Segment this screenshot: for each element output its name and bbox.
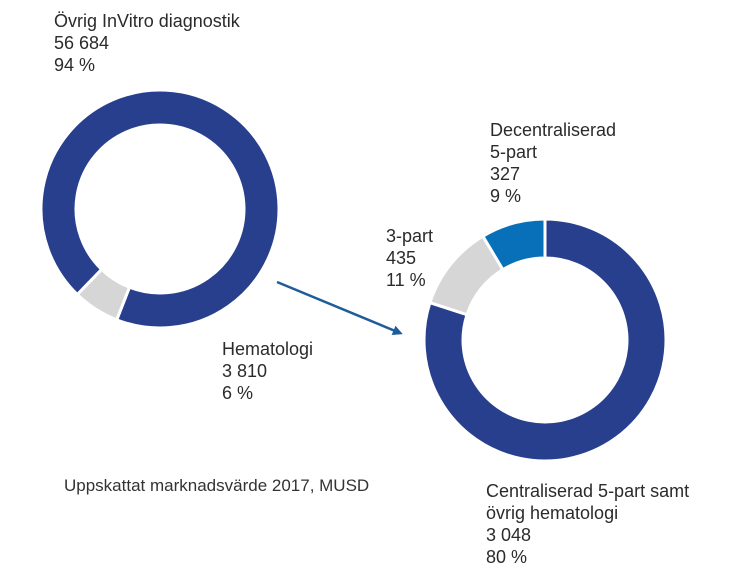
slice-value: 56 684: [54, 33, 110, 53]
donut-chart-total-market: [39, 88, 281, 330]
chart-caption: Uppskattat marknadsvärde 2017, MUSD: [64, 476, 370, 495]
slice-value: 327: [490, 164, 521, 184]
label-decentraliserad: Decentraliserad 5-part 327 9 %: [490, 119, 616, 207]
slice-value: 3 810: [222, 361, 268, 381]
label-ovrig-invitro: Övrig InVitro diagnostik 56 684 94 %: [54, 10, 240, 76]
donut-chart-hematology: [422, 217, 668, 463]
slice-label-line2: 5-part: [490, 142, 538, 162]
label-centraliserad: Centraliserad 5-part samt övrig hematolo…: [486, 480, 689, 568]
slice-percent: 6 %: [222, 383, 254, 403]
slice-value: 3 048: [486, 525, 532, 545]
slice-label-line2: övrig hematologi: [486, 503, 619, 523]
slice-percent: 11 %: [386, 270, 426, 290]
slice-percent: 94 %: [54, 55, 96, 75]
slice-label: 3-part: [386, 226, 434, 246]
slice-percent: 9 %: [490, 186, 522, 206]
donut-slice-decentraliserad-5-part: [480, 217, 547, 272]
donut-slice-hematologi: [75, 267, 132, 322]
label-3-part: 3-part 435 11 %: [386, 225, 433, 291]
slice-label-line1: Centraliserad 5-part samt: [486, 481, 690, 501]
label-hematologi: Hematologi 3 810 6 %: [222, 338, 313, 404]
slice-label-line1: Decentraliserad: [490, 120, 617, 140]
slice-label: Hematologi: [222, 339, 314, 359]
slice-percent: 80 %: [486, 547, 528, 567]
donut-slice-centraliserad-5-part-samt-övrig-hematologi: [422, 217, 668, 463]
drilldown-arrow: [276, 280, 403, 335]
donut-slice-övrig-invitro-diagnostik: [39, 88, 281, 330]
slice-value: 435: [386, 248, 417, 268]
slice-label: Övrig InVitro diagnostik: [54, 11, 240, 31]
